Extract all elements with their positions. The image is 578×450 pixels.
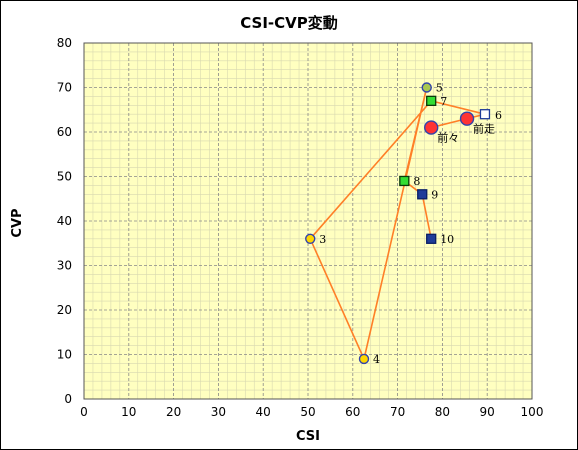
x-tick-label: 20 xyxy=(166,405,181,419)
x-tick-label: 80 xyxy=(435,405,450,419)
data-point-label: 4 xyxy=(373,353,380,366)
data-point-label: 6 xyxy=(495,109,502,122)
plot-border xyxy=(83,42,533,400)
series-line xyxy=(309,87,486,362)
chart-title: CSI-CVP変動 xyxy=(240,14,338,32)
x-tick-label: 90 xyxy=(480,405,495,419)
grid xyxy=(83,42,533,400)
y-tick-label: 10 xyxy=(57,348,72,362)
y-tick-label: 30 xyxy=(57,259,72,273)
x-tick-label: 0 xyxy=(80,405,88,419)
data-point-marker xyxy=(426,233,437,244)
data-point-marker xyxy=(358,353,370,365)
data-point-label: 前走 xyxy=(473,122,495,136)
data-point-marker xyxy=(424,120,439,135)
y-tick-label: 40 xyxy=(57,214,72,228)
data-point-label: 前々 xyxy=(437,131,459,145)
y-tick-label: 50 xyxy=(57,170,72,184)
x-tick-labels: 0 10 20 30 40 50 60 70 80 90 100 xyxy=(80,405,543,419)
data-point-marker xyxy=(417,189,428,200)
x-tick-label: 100 xyxy=(521,405,544,419)
y-tick-label: 20 xyxy=(57,303,72,317)
x-tick-label: 30 xyxy=(211,405,226,419)
y-tick-label: 70 xyxy=(57,81,72,95)
x-axis-title: CSI xyxy=(296,429,320,444)
data-point-label: 8 xyxy=(413,175,420,188)
x-tick-label: 40 xyxy=(256,405,271,419)
y-tick-label: 80 xyxy=(57,36,72,50)
x-tick-label: 60 xyxy=(345,405,360,419)
data-point-marker xyxy=(421,82,432,93)
data-point-label: 5 xyxy=(436,82,443,95)
y-tick-label: 60 xyxy=(57,125,72,139)
data-point-label: 7 xyxy=(440,95,447,108)
x-tick-label: 10 xyxy=(121,405,136,419)
series-polyline xyxy=(309,87,486,362)
data-markers xyxy=(305,82,491,365)
y-tick-label: 0 xyxy=(64,392,72,406)
x-tick-label: 70 xyxy=(390,405,405,419)
x-tick-label: 50 xyxy=(300,405,315,419)
data-point-label: 10 xyxy=(440,233,454,246)
data-point-label: 3 xyxy=(319,233,326,246)
data-point-marker xyxy=(479,109,491,120)
data-point-marker xyxy=(426,95,437,106)
data-point-marker xyxy=(399,175,410,187)
data-point-label: 9 xyxy=(431,188,438,201)
y-tick-labels: 0 10 20 30 40 50 60 70 80 xyxy=(57,36,72,406)
data-point-marker xyxy=(305,233,316,245)
data-point-marker xyxy=(459,111,475,126)
y-axis-title: CVP xyxy=(10,208,25,237)
